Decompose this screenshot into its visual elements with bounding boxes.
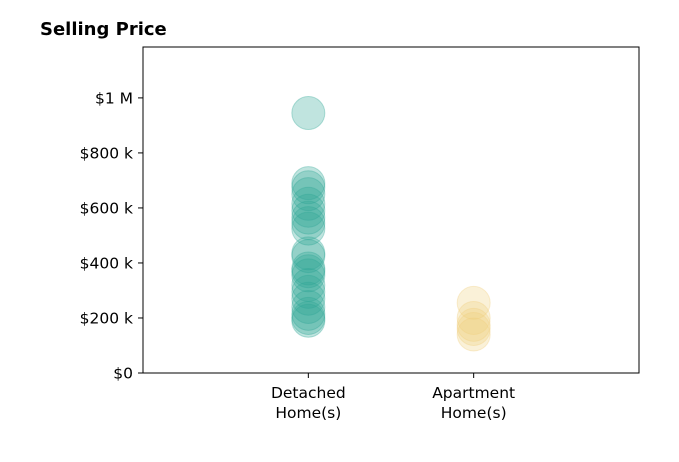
x-tick-label: Apartment Home(s) <box>432 384 515 422</box>
data-point-series-1-3 <box>456 311 491 346</box>
y-tick-label: $200 k <box>80 309 133 327</box>
data-point-series-0-17 <box>291 289 326 324</box>
data-point-series-0-1 <box>291 166 326 201</box>
data-point-series-1-4 <box>456 317 491 352</box>
data-point-series-0-13 <box>291 258 326 293</box>
y-tick-label: $0 <box>113 365 133 383</box>
chart-title: Selling Price <box>40 19 167 40</box>
data-point-series-0-14 <box>291 267 326 302</box>
plot-frame <box>142 46 640 374</box>
data-point-series-1-0 <box>456 285 491 320</box>
y-tick-label: $1 M <box>95 89 133 107</box>
data-point-series-0-4 <box>291 186 326 221</box>
data-point-series-0-20 <box>291 303 326 338</box>
data-point-series-0-9 <box>291 236 326 271</box>
data-point-series-0-15 <box>291 274 326 309</box>
data-point-series-0-16 <box>291 281 326 316</box>
data-point-series-0-11 <box>291 251 326 286</box>
data-point-series-0-2 <box>291 170 326 205</box>
data-point-series-0-3 <box>291 177 326 212</box>
data-point-series-0-18 <box>291 296 326 331</box>
x-axis: Detached Home(s) Apartment Home(s) <box>271 373 515 422</box>
y-tick-label: $400 k <box>80 254 133 272</box>
data-points <box>291 96 491 352</box>
data-point-series-0-10 <box>291 239 326 274</box>
data-point-series-0-5 <box>291 193 326 228</box>
data-point-series-0-8 <box>291 211 326 246</box>
data-point-series-1-1 <box>456 300 491 335</box>
data-point-series-0-0 <box>291 96 326 131</box>
data-point-series-0-6 <box>291 200 326 235</box>
y-tick-label: $600 k <box>80 199 133 217</box>
data-point-series-1-2 <box>456 307 491 342</box>
y-axis: $0 $200 k $400 k $600 k $800 k $1 M <box>80 89 143 383</box>
y-tick-label: $800 k <box>80 144 133 162</box>
x-tick-label: Detached Home(s) <box>271 384 346 422</box>
data-point-series-0-19 <box>291 300 326 335</box>
data-point-series-0-7 <box>291 206 326 241</box>
data-point-series-0-12 <box>291 254 326 289</box>
